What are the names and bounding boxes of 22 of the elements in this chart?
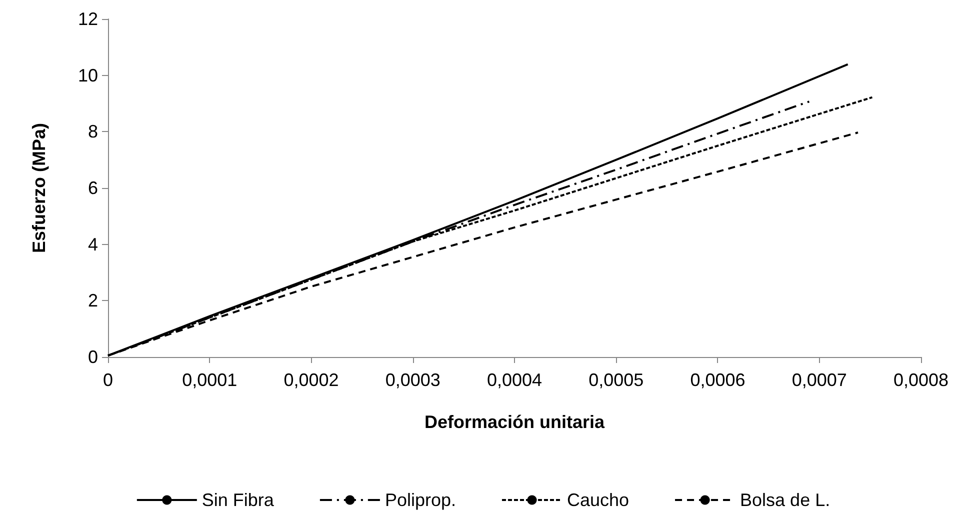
- y-axis-title: Esfuerzo (MPa): [29, 122, 49, 254]
- y-tick-label: 10: [78, 65, 98, 86]
- x-tick-label: 0,0007: [792, 370, 847, 390]
- x-axis-title: Deformación unitaria: [424, 412, 606, 432]
- legend-label: Sin Fibra: [202, 490, 275, 510]
- x-tick-label: 0,0003: [385, 370, 440, 390]
- x-tick-label: 0,0001: [182, 370, 238, 390]
- y-tick-label: 6: [88, 178, 98, 198]
- x-tick-label: 0,0005: [588, 370, 644, 390]
- y-tick-label: 0: [88, 347, 98, 367]
- y-tick-label: 12: [78, 9, 98, 29]
- x-tick-label: 0,0002: [284, 370, 339, 390]
- x-tick-label: 0,0006: [690, 370, 746, 390]
- legend-label: Poliprop.: [384, 490, 456, 510]
- x-tick-label: 0,0004: [486, 370, 542, 390]
- y-tick-label: 2: [88, 290, 98, 311]
- y-tick-label: 8: [88, 122, 98, 142]
- legend-label: Caucho: [566, 490, 630, 510]
- x-tick-label: 0,0008: [893, 370, 949, 390]
- y-tick-label: 4: [88, 234, 98, 254]
- x-tick-label: 0: [102, 370, 114, 390]
- legend-label: Bolsa de L.: [740, 490, 830, 510]
